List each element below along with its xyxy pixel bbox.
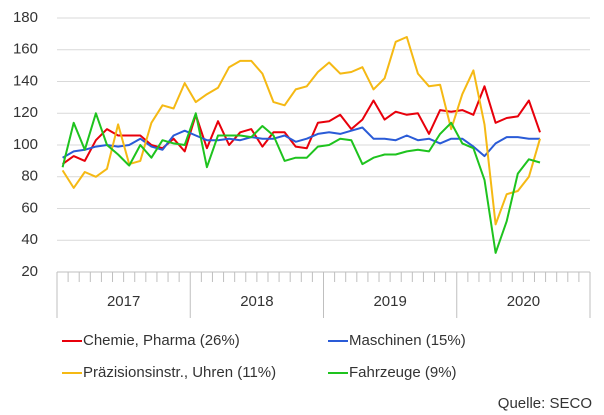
y-tick-label: 180	[13, 9, 38, 26]
series-line	[61, 112, 541, 254]
x-group-label: 2017	[107, 293, 140, 310]
series-line	[61, 36, 541, 226]
y-tick-label: 160	[13, 41, 38, 58]
x-group-label: 2020	[507, 293, 540, 310]
legend-label: Maschinen (15%)	[349, 332, 466, 349]
y-tick-label: 140	[13, 72, 38, 89]
legend-label: Chemie, Pharma (26%)	[83, 332, 240, 349]
series-line	[62, 85, 541, 165]
y-tick-label: 80	[21, 168, 38, 185]
x-group-label: 2018	[240, 293, 273, 310]
legend-label: Präzisionsinstr., Uhren (11%)	[83, 364, 276, 381]
y-tick-label: 60	[21, 199, 38, 216]
y-tick-label: 20	[21, 263, 38, 280]
y-tick-label: 100	[13, 136, 38, 153]
y-tick-label: 120	[13, 104, 38, 121]
source: Quelle: SECO	[498, 395, 592, 412]
legend-label: Fahrzeuge (9%)	[349, 364, 457, 381]
series-line	[62, 126, 540, 159]
y-tick-label: 40	[21, 231, 38, 248]
x-group-label: 2019	[373, 293, 406, 310]
